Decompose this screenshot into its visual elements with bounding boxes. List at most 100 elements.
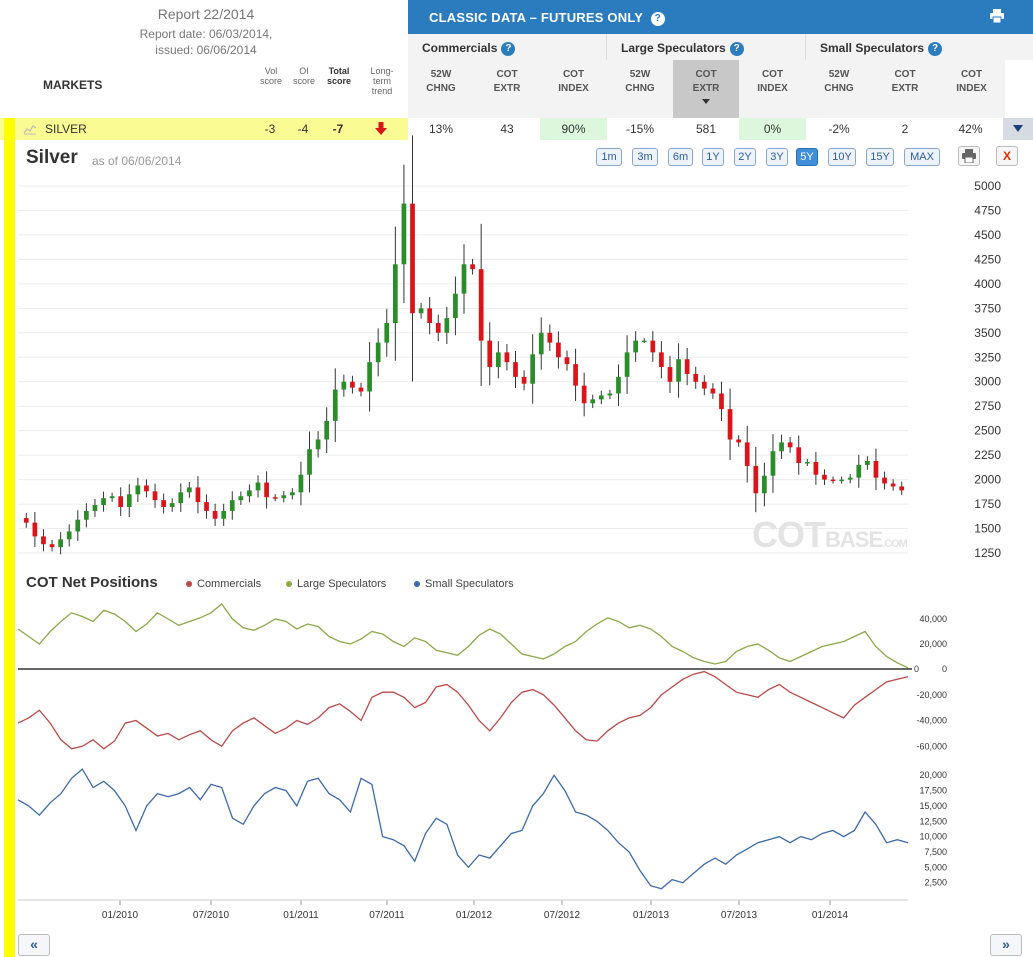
cot-tick-label: -60,000	[916, 741, 947, 751]
candle-up	[770, 451, 776, 476]
candle-down	[212, 510, 218, 519]
candle-up	[461, 264, 467, 294]
cot-tick-label: 15,000	[919, 801, 947, 811]
col-comm-cot-index[interactable]: COT INDEX	[540, 60, 607, 118]
cot-line-small-speculators	[17, 768, 909, 890]
candle-up	[92, 505, 98, 511]
print-icon[interactable]	[989, 9, 1005, 23]
help-icon[interactable]: ?	[650, 11, 665, 26]
candle-up	[598, 395, 604, 400]
legend-large-speculators[interactable]: Large Speculators	[286, 578, 386, 590]
range-button-3m[interactable]: 3m	[632, 148, 658, 166]
candle-down	[899, 486, 905, 491]
range-button-10y[interactable]: 10Y	[828, 148, 856, 166]
cot-tick-label: 12,500	[919, 816, 947, 826]
candle-down	[556, 342, 561, 358]
col-ss-cot-index[interactable]: COT INDEX	[938, 60, 1005, 118]
x-tick-label: 07/2013	[721, 910, 758, 921]
help-icon[interactable]: ?	[928, 41, 943, 56]
candle-down	[581, 385, 587, 404]
candle-down	[195, 487, 201, 503]
classic-data-title: CLASSIC DATA – FUTURES ONLY ?	[429, 10, 665, 26]
range-button-2y[interactable]: 2Y	[734, 148, 756, 166]
cot-tick-label: 0	[942, 664, 947, 674]
oi-score-header[interactable]: OI score	[292, 66, 315, 86]
market-row-silver[interactable]: SILVER -3 -4 -7	[0, 118, 408, 140]
col-ss-52w-chng[interactable]: 52W CHNG	[806, 60, 872, 118]
candle-up	[444, 318, 450, 333]
col-ls-52w-chng[interactable]: 52W CHNG	[607, 60, 673, 118]
candle-down	[427, 308, 433, 324]
candle-up	[247, 490, 252, 497]
price-tick-label: 4250	[974, 252, 1001, 266]
row-value-3: -15%	[625, 122, 654, 136]
col-ls-cot-extr[interactable]: COT EXTR	[673, 60, 739, 118]
price-tick-label: 4750	[974, 203, 1001, 217]
range-button-5y[interactable]: 5Y	[796, 148, 818, 166]
col-comm-52w-chng[interactable]: 52W CHNG	[408, 60, 474, 118]
cot-tick-label: -40,000	[916, 716, 947, 726]
report-info-panel	[0, 0, 408, 118]
candle-up	[341, 381, 347, 390]
nav-next-button[interactable]: »	[990, 934, 1022, 956]
cot-tick-label: 20,000	[919, 770, 947, 780]
candle-up	[530, 354, 536, 384]
candle-up	[865, 461, 870, 465]
long-term-trend-header[interactable]: Long-term trend	[370, 66, 394, 96]
cot-tick-label: 5,000	[924, 862, 947, 872]
range-button-1m[interactable]: 1m	[596, 148, 622, 166]
candle-down	[753, 465, 759, 494]
price-tick-label: 2750	[974, 399, 1001, 413]
price-tick-label: 1750	[974, 497, 1001, 511]
candle-up	[221, 510, 227, 519]
range-button-max[interactable]: MAX	[904, 148, 940, 166]
candle-up	[375, 342, 381, 363]
price-tick-label: 4000	[974, 277, 1001, 291]
candle-down	[667, 367, 673, 382]
expand-row-button[interactable]	[1003, 118, 1033, 140]
candle-down	[521, 376, 527, 384]
candle-up	[847, 477, 853, 480]
range-button-15y[interactable]: 15Y	[866, 148, 894, 166]
x-tick-label: 07/2011	[369, 910, 405, 921]
vol-score-header[interactable]: Vol score	[259, 66, 282, 86]
candle-up	[633, 340, 639, 353]
legend-commercials[interactable]: Commercials	[186, 578, 261, 590]
row-value-8: 42%	[958, 122, 983, 136]
col-comm-cot-extr[interactable]: COT EXTR	[474, 60, 540, 118]
range-button-3y[interactable]: 3Y	[766, 148, 788, 166]
col-ss-cot-extr[interactable]: COT EXTR	[872, 60, 938, 118]
candle-down	[813, 461, 819, 475]
nav-prev-button[interactable]: «	[18, 934, 50, 956]
range-button-6m[interactable]: 6m	[668, 148, 693, 166]
chart-icon	[23, 125, 37, 135]
total-score-header[interactable]: Total score	[326, 66, 352, 86]
candle-down	[564, 357, 570, 365]
candle-down	[873, 461, 879, 478]
range-button-1y[interactable]: 1Y	[702, 148, 724, 166]
print-chart-button[interactable]	[958, 146, 980, 166]
candle-up	[453, 293, 458, 319]
help-icon[interactable]: ?	[729, 41, 744, 56]
price-tick-label: 3500	[974, 326, 1001, 340]
candle-down	[693, 373, 699, 382]
row-value-5: 0%	[739, 118, 806, 140]
candle-down	[264, 482, 269, 498]
col-ls-cot-index[interactable]: COT INDEX	[739, 60, 806, 118]
candle-down	[650, 340, 656, 353]
legend-small-speculators[interactable]: Small Speculators	[414, 578, 514, 590]
close-chart-button[interactable]: X	[996, 146, 1018, 166]
candle-up	[616, 376, 621, 394]
candle-up	[538, 332, 544, 355]
selected-row-indicator	[4, 118, 15, 957]
candle-down	[684, 359, 690, 374]
candle-down	[727, 409, 733, 440]
candle-up	[418, 308, 424, 314]
row-value-0: 13%	[428, 122, 454, 136]
candle-down	[350, 381, 355, 388]
help-icon[interactable]: ?	[501, 41, 516, 56]
total-score: -7	[332, 122, 344, 136]
candle-down	[23, 518, 29, 523]
